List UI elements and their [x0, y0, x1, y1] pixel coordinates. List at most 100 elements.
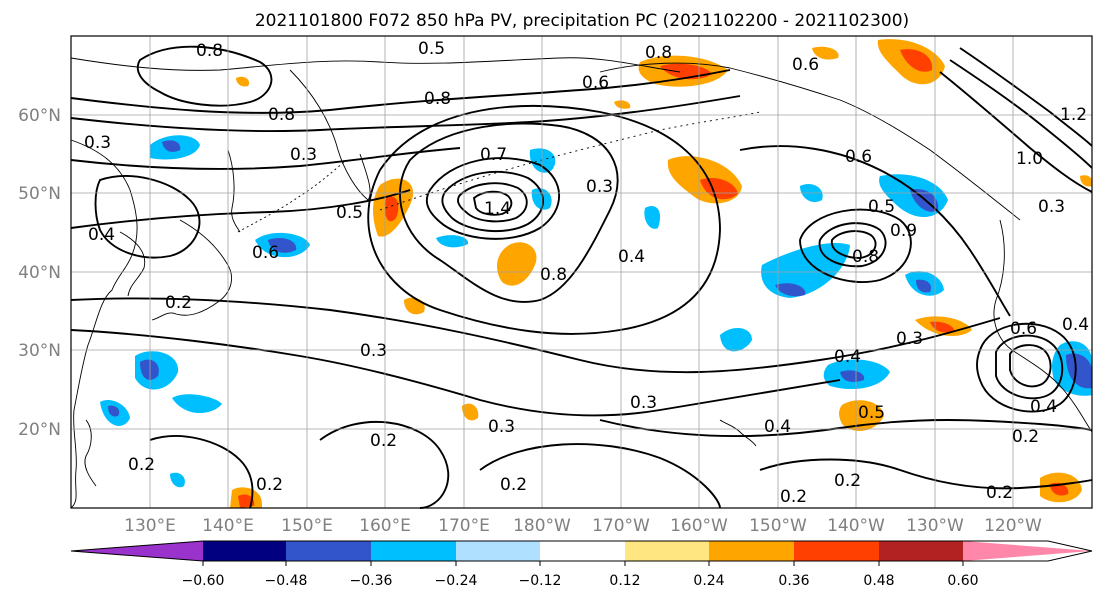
contour-label: 0.6 — [792, 55, 819, 75]
contour-label: 0.2 — [500, 475, 527, 495]
lon-label: 140°W — [827, 516, 885, 536]
contour-label: 0.2 — [986, 483, 1013, 503]
precip-patch — [462, 403, 479, 421]
coastline-asia — [70, 139, 138, 509]
lon-label: 170°E — [438, 516, 490, 536]
precip-patch — [268, 238, 297, 253]
precip-patch — [1066, 353, 1092, 389]
contour-label: 0.2 — [165, 293, 192, 313]
precip-patch — [614, 100, 631, 109]
pv-contour — [136, 45, 273, 107]
colorbar-segment — [456, 541, 540, 561]
precip-patch — [236, 76, 250, 87]
colorbar-segments — [70, 540, 1093, 562]
colorbar-tick-label: −0.12 — [519, 573, 562, 589]
pv-contour — [479, 443, 721, 509]
contour-label: 0.4 — [834, 347, 861, 367]
colorbar-segment — [203, 541, 286, 561]
lon-label: 150°E — [281, 516, 333, 536]
lat-label: 20°N — [18, 420, 61, 440]
pv-contour — [831, 230, 877, 259]
precip-patch — [436, 235, 469, 248]
contour-label: 0.2 — [780, 487, 807, 507]
lat-label: 60°N — [18, 106, 61, 126]
contour-label: 0.5 — [336, 203, 363, 223]
lat-label: 40°N — [18, 263, 61, 283]
contour-label: 0.9 — [890, 221, 917, 241]
colorbar-segment — [71, 541, 203, 561]
colorbar-tick-label: −0.60 — [182, 573, 225, 589]
coastline-hawaii — [719, 419, 757, 447]
colorbar-tick-labels: −0.60 −0.48 −0.36 −0.24 −0.12 0.12 0.24 … — [182, 573, 979, 589]
pv-contour — [976, 322, 1077, 413]
pv-contour — [70, 147, 461, 170]
lon-label: 130°E — [124, 516, 176, 536]
precip-patch — [170, 472, 185, 488]
contour-label: 0.2 — [370, 431, 397, 451]
pv-contours — [70, 45, 1093, 509]
contour-label: 0.3 — [488, 417, 515, 437]
pv-contour — [1009, 344, 1052, 388]
map-frame — [70, 35, 1093, 509]
colorbar-tick-label: 0.24 — [693, 573, 724, 589]
contour-label: 0.7 — [480, 145, 507, 165]
pv-contour — [319, 421, 450, 509]
precip-patch — [1080, 175, 1092, 187]
precip-patch — [900, 49, 933, 72]
contour-label: 0.3 — [84, 133, 111, 153]
contour-label: 0.4 — [764, 417, 791, 437]
contour-label: 0.6 — [582, 73, 609, 93]
pv-contour — [70, 297, 1001, 374]
colorbar-segment — [371, 541, 456, 561]
coastline-kamchatka — [289, 69, 371, 201]
pv-contour — [149, 435, 254, 509]
lon-label: 170°W — [592, 516, 650, 536]
colorbar-tick-label: 0.48 — [863, 573, 894, 589]
pv-contour — [94, 175, 201, 259]
colorbar-ticks — [202, 561, 964, 566]
coastline-sakhalin — [227, 149, 241, 233]
coastline-aleutians — [379, 111, 761, 211]
lon-label: 130°W — [906, 516, 964, 536]
pv-contour — [939, 71, 1093, 193]
lon-label: 140°E — [202, 516, 254, 536]
coastline-alaska — [599, 62, 1021, 221]
pv-contour — [70, 69, 731, 114]
lat-label: 50°N — [18, 184, 61, 204]
colorbar-tick-label: 0.60 — [947, 573, 978, 589]
pv-contour — [799, 208, 912, 283]
contour-label: 0.2 — [128, 455, 155, 475]
contour-label: 0.2 — [256, 475, 283, 495]
colorbar-tick-label: −0.48 — [265, 573, 308, 589]
longitude-labels: 130°E 140°E 150°E 160°E 170°E 180°W 170°… — [124, 516, 1042, 536]
coastline-japan — [151, 219, 233, 321]
colorbar-segment — [709, 541, 794, 561]
contour-label: 0.3 — [630, 393, 657, 413]
precip-patch — [108, 405, 120, 417]
precip-patch — [720, 327, 752, 352]
precip-patch — [496, 242, 537, 286]
contour-label: 1.0 — [1016, 149, 1043, 169]
precip-patch — [384, 196, 399, 222]
lat-label: 30°N — [18, 341, 61, 361]
contour-label: 0.5 — [858, 403, 885, 423]
pv-contour — [70, 189, 411, 229]
lon-label: 120°W — [984, 516, 1042, 536]
precip-patch — [644, 206, 661, 229]
pv-contour — [949, 59, 1093, 169]
lon-label: 160°W — [670, 516, 728, 536]
contour-label: 0.8 — [645, 43, 672, 63]
pv-contour — [70, 95, 741, 133]
contour-label: 0.6 — [1010, 319, 1037, 339]
colorbar-segment — [794, 541, 879, 561]
pv-contour — [70, 329, 841, 417]
precip-patch — [529, 148, 556, 173]
lon-label: 150°W — [749, 516, 807, 536]
contour-label: 0.4 — [1062, 315, 1089, 335]
contour-label: 0.8 — [424, 89, 451, 109]
colorbar-segment — [540, 541, 625, 561]
contour-label: 0.4 — [1030, 397, 1057, 417]
contour-label: 0.3 — [896, 329, 923, 349]
latitude-labels: 60°N 50°N 40°N 30°N 20°N — [18, 106, 61, 440]
graticule — [71, 36, 1092, 508]
